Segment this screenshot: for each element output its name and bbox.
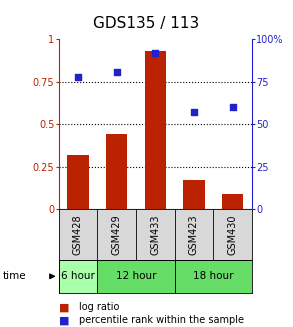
Text: GSM429: GSM429 [112, 214, 122, 255]
Point [230, 105, 235, 110]
Bar [222, 194, 243, 209]
Text: GSM430: GSM430 [228, 215, 238, 255]
Bar [97, 260, 175, 293]
Text: GSM423: GSM423 [189, 214, 199, 255]
Text: GSM433: GSM433 [150, 215, 160, 255]
Bar [67, 155, 88, 209]
Text: 18 hour: 18 hour [193, 271, 234, 281]
Bar [59, 260, 97, 293]
Text: ■: ■ [59, 316, 69, 325]
Bar [183, 181, 205, 209]
Text: log ratio: log ratio [79, 302, 120, 312]
Bar [106, 134, 127, 209]
Text: 6 hour: 6 hour [61, 271, 95, 281]
Text: percentile rank within the sample: percentile rank within the sample [79, 316, 244, 325]
Text: GSM428: GSM428 [73, 214, 83, 255]
Point [192, 110, 196, 115]
Point [153, 50, 158, 56]
Text: GDS135 / 113: GDS135 / 113 [93, 16, 200, 31]
Point [114, 69, 119, 74]
Point [76, 74, 80, 79]
Bar [175, 260, 252, 293]
Text: time: time [3, 271, 27, 281]
Bar [145, 51, 166, 209]
Text: 12 hour: 12 hour [116, 271, 156, 281]
Text: ■: ■ [59, 302, 69, 312]
